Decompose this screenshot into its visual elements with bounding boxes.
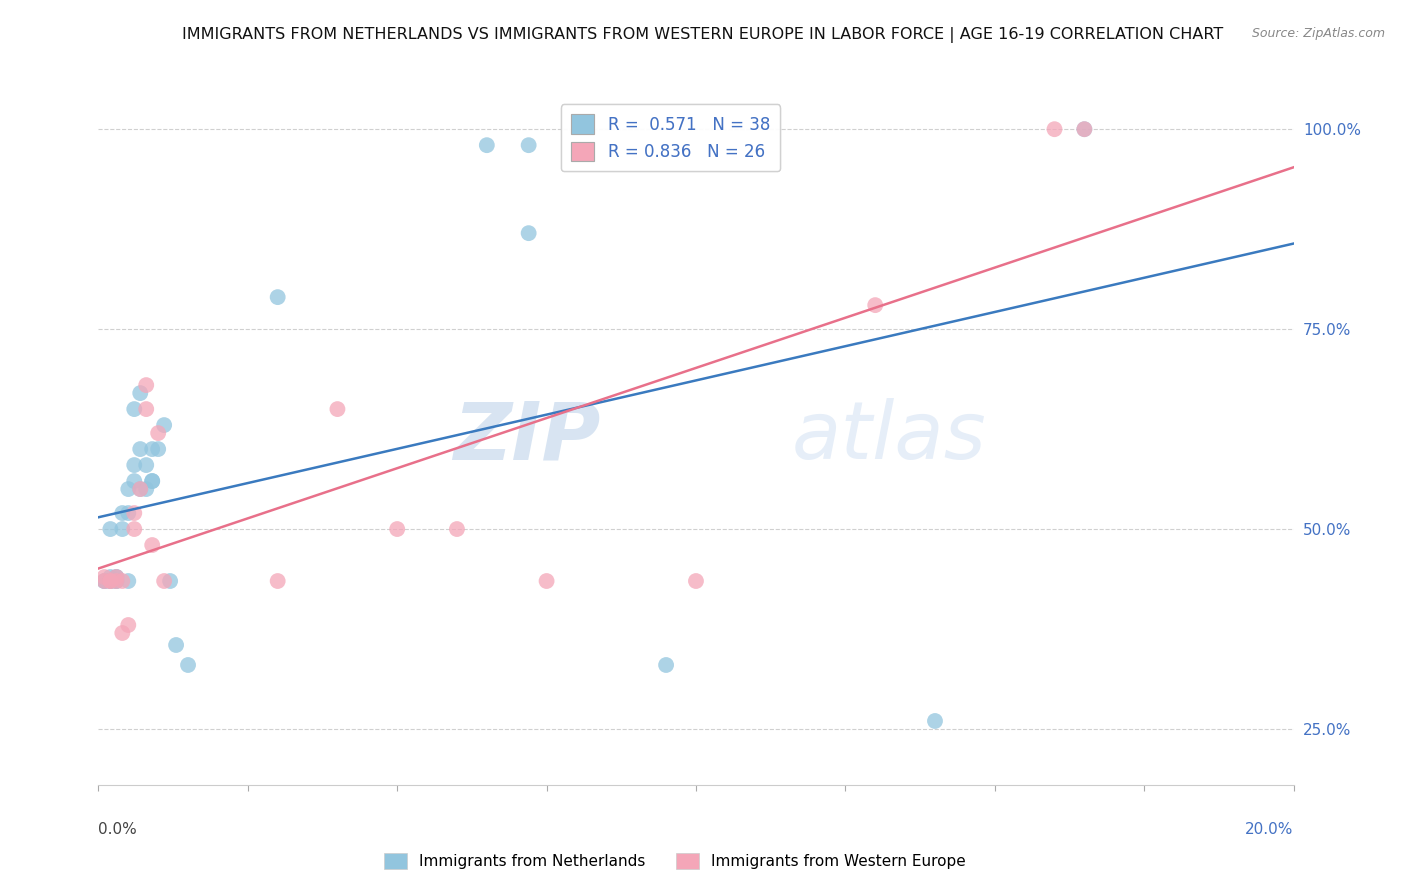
Point [98,574,122,588]
Point [98,570,122,584]
Point [153,574,176,588]
Point [93,574,115,588]
Point [267,290,290,304]
Point [117,574,139,588]
Legend: Immigrants from Netherlands, Immigrants from Western Europe: Immigrants from Netherlands, Immigrants … [378,847,972,875]
Text: ZIP: ZIP [453,398,600,476]
Text: IMMIGRANTS FROM NETHERLANDS VS IMMIGRANTS FROM WESTERN EUROPE IN LABOR FORCE | A: IMMIGRANTS FROM NETHERLANDS VS IMMIGRANT… [183,27,1223,43]
Point [98,574,122,588]
Point [124,458,146,472]
Point [117,482,139,496]
Point [105,570,128,584]
Point [111,506,134,520]
Point [141,474,163,488]
Point [124,474,146,488]
Point [124,506,146,520]
Point [93,574,115,588]
Point [1073,122,1095,136]
Text: 0.0%: 0.0% [98,822,138,837]
Point [135,402,157,417]
Point [141,442,163,456]
Text: Source: ZipAtlas.com: Source: ZipAtlas.com [1251,27,1385,40]
Point [165,638,187,652]
Point [159,574,181,588]
Point [93,570,115,584]
Point [124,522,146,536]
Point [517,226,540,240]
Text: atlas: atlas [792,398,987,476]
Point [1073,122,1095,136]
Point [105,574,128,588]
Point [153,418,176,433]
Point [685,574,707,588]
Legend: R =  0.571   N = 38, R = 0.836   N = 26: R = 0.571 N = 38, R = 0.836 N = 26 [561,104,780,171]
Point [141,538,163,552]
Point [655,658,678,673]
Point [98,574,122,588]
Point [124,402,146,417]
Point [148,442,170,456]
Text: 20.0%: 20.0% [1246,822,1294,837]
Point [517,138,540,153]
Point [98,574,122,588]
Point [385,522,409,536]
Point [536,574,558,588]
Point [111,626,134,640]
Point [177,658,200,673]
Point [129,482,152,496]
Point [111,574,134,588]
Point [105,570,128,584]
Point [135,458,157,472]
Point [865,298,887,312]
Point [129,442,152,456]
Point [105,574,128,588]
Point [475,138,498,153]
Point [129,386,152,401]
Point [267,574,290,588]
Point [111,522,134,536]
Point [117,506,139,520]
Point [105,574,128,588]
Point [924,714,946,728]
Point [129,482,152,496]
Point [326,402,349,417]
Point [1043,122,1066,136]
Point [117,618,139,632]
Point [135,378,157,392]
Point [105,570,128,584]
Point [98,522,122,536]
Point [446,522,468,536]
Point [135,482,157,496]
Point [93,574,115,588]
Point [141,474,163,488]
Point [148,426,170,441]
